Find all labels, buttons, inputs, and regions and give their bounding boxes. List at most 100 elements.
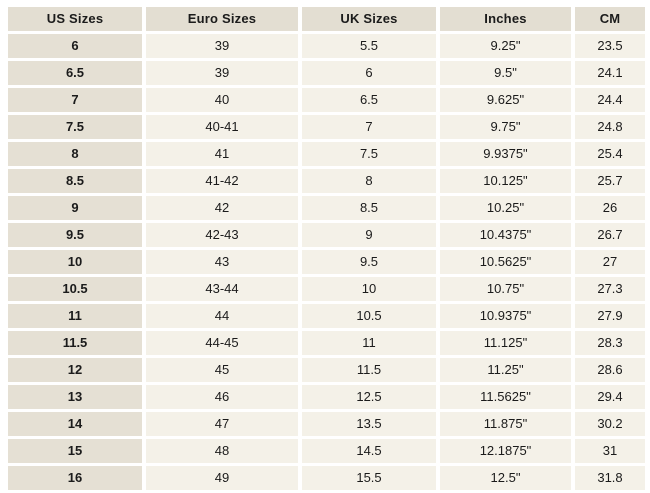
table-row: 7 40 6.5 9.625" 24.4 [8, 88, 645, 112]
cell-in: 10.125" [440, 169, 571, 193]
cell-euro: 46 [146, 385, 298, 409]
cell-in: 12.5" [440, 466, 571, 490]
cell-us: 8 [8, 142, 142, 166]
cell-uk: 10.5 [302, 304, 436, 328]
cell-cm: 27.3 [575, 277, 645, 301]
cell-in: 9.625" [440, 88, 571, 112]
cell-us: 7.5 [8, 115, 142, 139]
cell-euro: 48 [146, 439, 298, 463]
cell-cm: 27 [575, 250, 645, 274]
cell-cm: 28.6 [575, 358, 645, 382]
cell-us: 13 [8, 385, 142, 409]
cell-euro: 43-44 [146, 277, 298, 301]
cell-uk: 6.5 [302, 88, 436, 112]
cell-uk: 12.5 [302, 385, 436, 409]
cell-us: 6.5 [8, 61, 142, 85]
column-header-euro: Euro Sizes [146, 7, 298, 31]
cell-in: 12.1875" [440, 439, 571, 463]
table-row: 7.5 40-41 7 9.75" 24.8 [8, 115, 645, 139]
cell-uk: 13.5 [302, 412, 436, 436]
cell-in: 9.75" [440, 115, 571, 139]
cell-us: 8.5 [8, 169, 142, 193]
cell-euro: 44 [146, 304, 298, 328]
cell-uk: 9 [302, 223, 436, 247]
cell-euro: 47 [146, 412, 298, 436]
cell-euro: 43 [146, 250, 298, 274]
cell-uk: 8.5 [302, 196, 436, 220]
cell-cm: 25.4 [575, 142, 645, 166]
cell-uk: 14.5 [302, 439, 436, 463]
cell-us: 9.5 [8, 223, 142, 247]
cell-in: 10.5625" [440, 250, 571, 274]
cell-cm: 27.9 [575, 304, 645, 328]
cell-euro: 40 [146, 88, 298, 112]
cell-euro: 42 [146, 196, 298, 220]
cell-uk: 10 [302, 277, 436, 301]
column-header-in: Inches [440, 7, 571, 31]
cell-uk: 8 [302, 169, 436, 193]
cell-cm: 24.8 [575, 115, 645, 139]
cell-euro: 42-43 [146, 223, 298, 247]
cell-euro: 41-42 [146, 169, 298, 193]
cell-uk: 15.5 [302, 466, 436, 490]
shoe-size-conversion-table: US Sizes Euro Sizes UK Sizes Inches CM 6 39 5.… [4, 4, 649, 493]
cell-euro: 39 [146, 34, 298, 58]
table-row: 6.5 39 6 9.5" 24.1 [8, 61, 645, 85]
cell-uk: 7.5 [302, 142, 436, 166]
table-row: 8 41 7.5 9.9375" 25.4 [8, 142, 645, 166]
cell-us: 16 [8, 466, 142, 490]
cell-cm: 24.4 [575, 88, 645, 112]
table-row: 8.5 41-42 8 10.125" 25.7 [8, 169, 645, 193]
cell-euro: 39 [146, 61, 298, 85]
cell-in: 10.75" [440, 277, 571, 301]
cell-cm: 26 [575, 196, 645, 220]
column-header-cm: CM [575, 7, 645, 31]
table-row: 6 39 5.5 9.25" 23.5 [8, 34, 645, 58]
table-row: 11.5 44-45 11 11.125" 28.3 [8, 331, 645, 355]
cell-cm: 25.7 [575, 169, 645, 193]
table-header-row: US Sizes Euro Sizes UK Sizes Inches CM [8, 7, 645, 31]
cell-in: 11.25" [440, 358, 571, 382]
table-header: US Sizes Euro Sizes UK Sizes Inches CM [8, 7, 645, 31]
cell-euro: 44-45 [146, 331, 298, 355]
cell-cm: 29.4 [575, 385, 645, 409]
cell-us: 15 [8, 439, 142, 463]
table-row: 11 44 10.5 10.9375" 27.9 [8, 304, 645, 328]
table-row: 16 49 15.5 12.5" 31.8 [8, 466, 645, 490]
cell-us: 9 [8, 196, 142, 220]
cell-us: 7 [8, 88, 142, 112]
cell-euro: 45 [146, 358, 298, 382]
cell-uk: 11 [302, 331, 436, 355]
cell-us: 6 [8, 34, 142, 58]
table-row: 13 46 12.5 11.5625" 29.4 [8, 385, 645, 409]
cell-us: 11 [8, 304, 142, 328]
cell-in: 10.9375" [440, 304, 571, 328]
cell-cm: 23.5 [575, 34, 645, 58]
cell-cm: 30.2 [575, 412, 645, 436]
cell-us: 12 [8, 358, 142, 382]
table-row: 12 45 11.5 11.25" 28.6 [8, 358, 645, 382]
cell-uk: 6 [302, 61, 436, 85]
table-row: 15 48 14.5 12.1875" 31 [8, 439, 645, 463]
cell-us: 10.5 [8, 277, 142, 301]
cell-us: 14 [8, 412, 142, 436]
cell-us: 10 [8, 250, 142, 274]
cell-cm: 31.8 [575, 466, 645, 490]
table-row: 9.5 42-43 9 10.4375" 26.7 [8, 223, 645, 247]
cell-uk: 11.5 [302, 358, 436, 382]
cell-cm: 24.1 [575, 61, 645, 85]
cell-uk: 5.5 [302, 34, 436, 58]
cell-uk: 7 [302, 115, 436, 139]
cell-us: 11.5 [8, 331, 142, 355]
column-header-uk: UK Sizes [302, 7, 436, 31]
cell-in: 11.875" [440, 412, 571, 436]
cell-cm: 31 [575, 439, 645, 463]
cell-in: 10.4375" [440, 223, 571, 247]
table-row: 10.5 43-44 10 10.75" 27.3 [8, 277, 645, 301]
cell-euro: 41 [146, 142, 298, 166]
table-row: 10 43 9.5 10.5625" 27 [8, 250, 645, 274]
cell-euro: 49 [146, 466, 298, 490]
cell-in: 10.25" [440, 196, 571, 220]
cell-cm: 28.3 [575, 331, 645, 355]
